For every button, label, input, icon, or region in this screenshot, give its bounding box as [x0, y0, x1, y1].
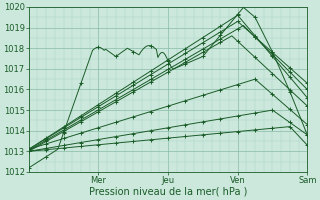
X-axis label: Pression niveau de la mer( hPa ): Pression niveau de la mer( hPa ) [89, 187, 247, 197]
